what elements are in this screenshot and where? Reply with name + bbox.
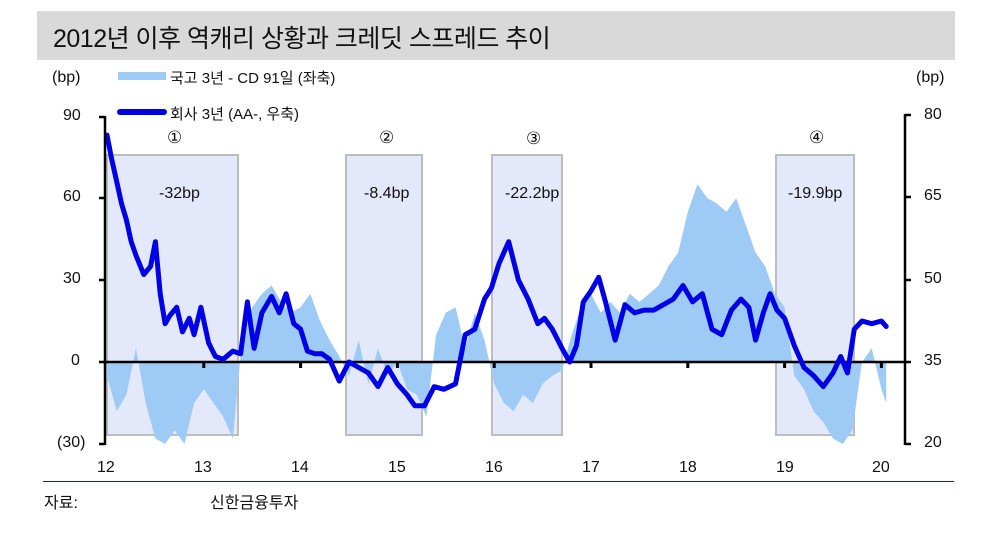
legend-label-corporate: 회사 3년 (AA-, 우축) [170, 106, 300, 123]
legend-label-treasury-cd: 국고 3년 - CD 91일 (좌축) [170, 70, 336, 87]
source-value: 신한금융투자 [210, 495, 299, 512]
x-axis-tick-marks [202, 362, 883, 368]
period-marker-2: ② [379, 128, 395, 147]
period-marker-4: ④ [809, 128, 825, 147]
x-tick-13: 13 [194, 459, 212, 476]
x-tick-18: 18 [679, 459, 697, 476]
period-change-1: -32bp [159, 185, 200, 202]
left-tick-60: 60 [63, 188, 81, 205]
legend-area-swatch [118, 72, 166, 80]
right-tick-65: 65 [924, 187, 942, 204]
left-tick-0: 0 [71, 352, 80, 369]
left-tick-30: 30 [63, 270, 81, 287]
period-marker-1: ① [167, 128, 183, 147]
right-axis-unit: (bp) [916, 69, 945, 86]
x-tick-19: 19 [776, 459, 794, 476]
x-tick-15: 15 [388, 459, 406, 476]
period-marker-3: ③ [526, 129, 542, 148]
right-tick-50: 50 [924, 270, 942, 287]
period-change-2: -8.4bp [364, 185, 410, 202]
right-tick-35: 35 [924, 352, 942, 369]
left-tick-90: 90 [63, 107, 81, 124]
period-change-4: -19.9bp [788, 185, 843, 202]
treasury-cd-area-series [107, 184, 887, 445]
right-tick-80: 80 [924, 106, 942, 123]
x-tick-20: 20 [872, 459, 890, 476]
left-tick-neg30: (30) [57, 434, 86, 451]
footer-divider [43, 481, 954, 482]
left-axis-unit: (bp) [52, 69, 81, 86]
legend-line-swatch [117, 109, 167, 115]
source-label: 자료: [44, 495, 78, 512]
period-change-3: -22.2bp [505, 185, 560, 202]
x-tick-17: 17 [582, 459, 600, 476]
title-bar: 2012년 이후 역캐리 상황과 크레딧 스프레드 추이 [37, 11, 955, 60]
right-tick-20: 20 [924, 434, 942, 451]
corporate-bond-line-series [104, 132, 889, 409]
x-tick-12: 12 [97, 459, 115, 476]
x-tick-16: 16 [485, 459, 503, 476]
x-tick-14: 14 [291, 459, 309, 476]
chart-title: 2012년 이후 역캐리 상황과 크레딧 스프레드 추이 [53, 25, 551, 53]
